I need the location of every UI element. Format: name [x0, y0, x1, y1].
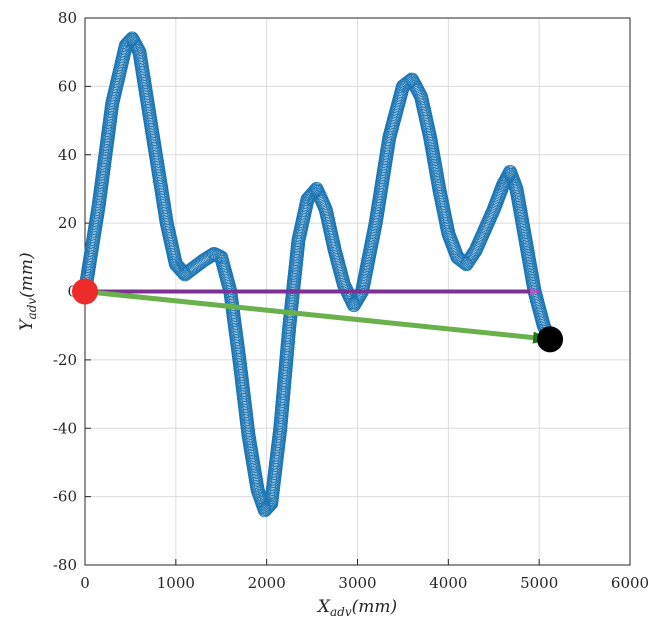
vector-arrows — [84, 287, 552, 344]
y-tick-label: 40 — [58, 146, 77, 164]
trajectory-point — [121, 36, 135, 51]
trajectory-point — [399, 76, 414, 91]
trajectory-point — [454, 253, 469, 268]
start-point — [72, 278, 98, 305]
x-tick-label: 3000 — [338, 574, 376, 592]
y-tick-label: -40 — [53, 419, 77, 437]
y-tick-label: 20 — [58, 214, 77, 232]
x-tick-label: 1000 — [157, 574, 195, 592]
y-tick-label: 80 — [58, 9, 77, 27]
end-point — [537, 326, 564, 353]
axis-ticks: 0100020003000400050006000806040200-20-40… — [53, 9, 649, 592]
trajectory-series — [78, 31, 558, 518]
x-tick-label: 4000 — [429, 574, 467, 592]
y-tick-label: -80 — [53, 556, 77, 574]
y-tick-label: -20 — [53, 351, 77, 369]
y-tick-label: 60 — [58, 77, 77, 95]
x-tick-label: 5000 — [520, 574, 558, 592]
x-tick-label: 0 — [80, 574, 90, 592]
y-axis-label: Yadv(mm) — [17, 252, 39, 330]
y-tick-label: -60 — [53, 488, 77, 506]
x-axis-label: Xadv(mm) — [316, 597, 397, 619]
net-displacement-arrow — [84, 289, 552, 344]
endpoints — [72, 278, 564, 353]
trajectory-point — [305, 186, 320, 201]
x-tick-label: 6000 — [611, 574, 649, 592]
x-tick-label: 2000 — [248, 574, 286, 592]
